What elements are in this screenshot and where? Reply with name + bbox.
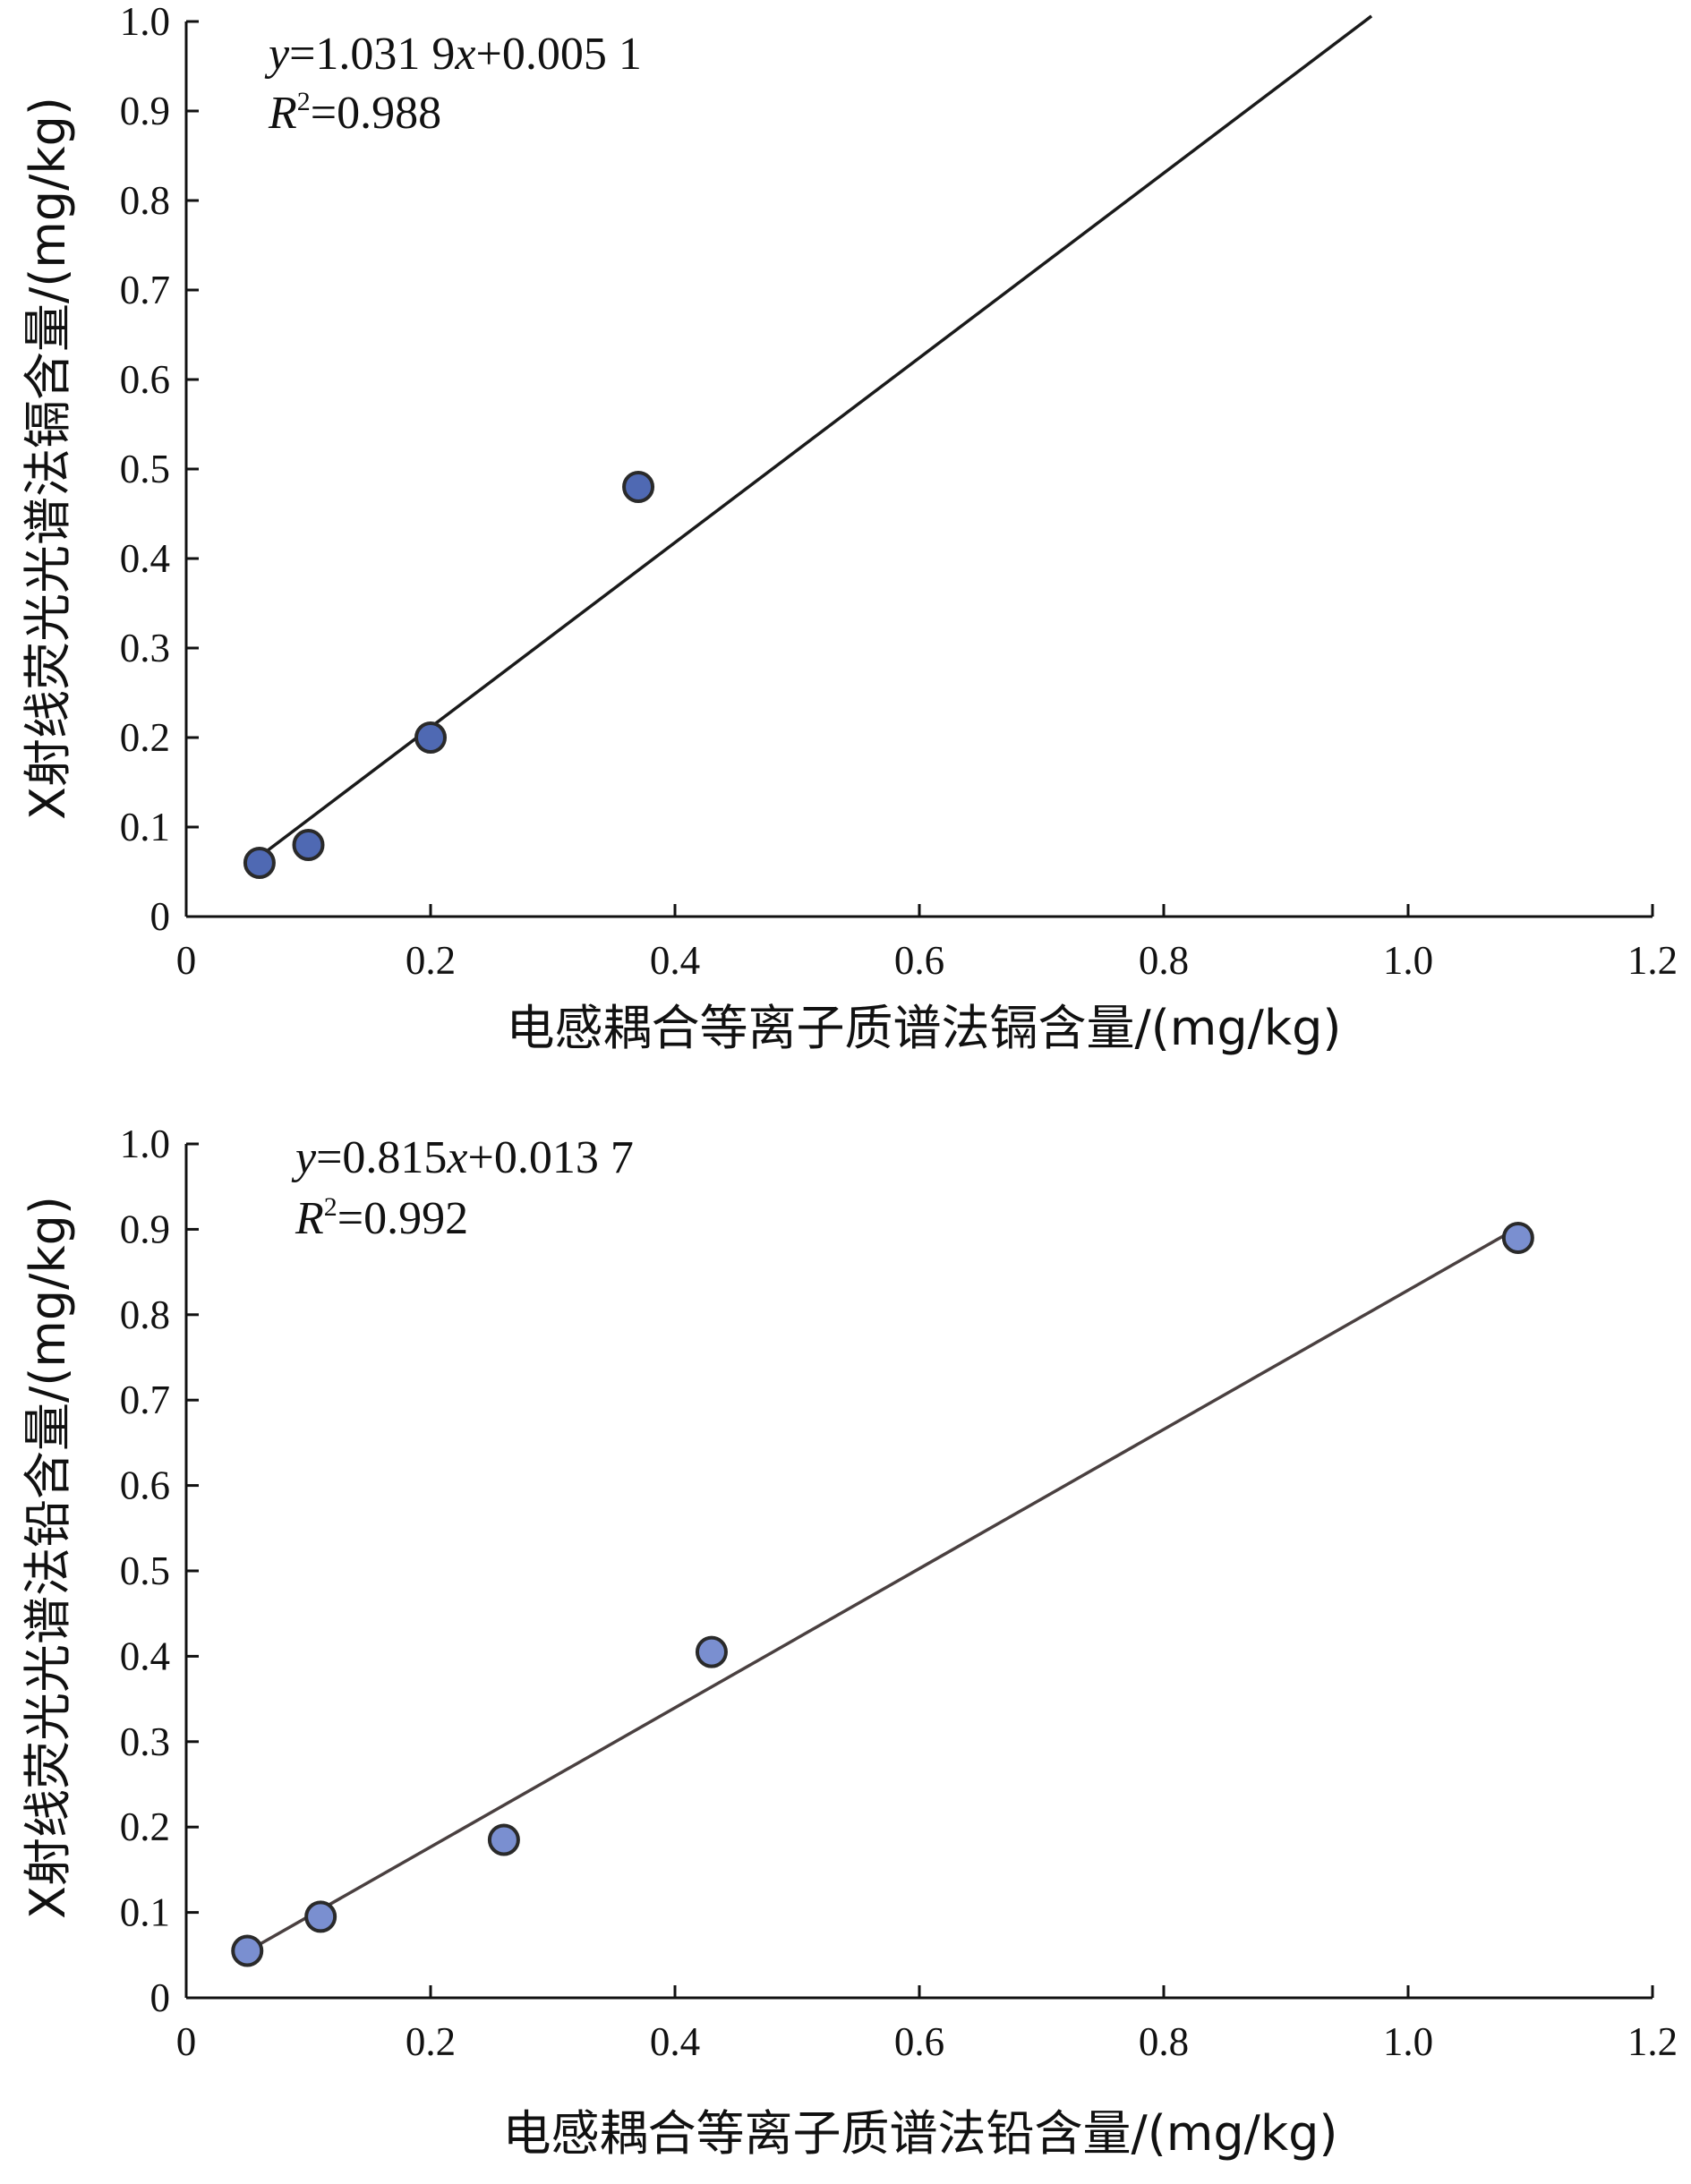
data-point (622, 471, 655, 503)
equation-x: x (446, 1132, 467, 1183)
y-axis-title: X射线荧光光谱法镉含量/(mg/kg) (20, 97, 76, 820)
data-point (487, 1823, 520, 1856)
r-letter: R (295, 1193, 324, 1244)
r-superscript: 2 (324, 1192, 337, 1222)
x-axis-title: 电感耦合等离子质谱法铅含量/(mg/kg) (503, 2105, 1338, 2162)
data-point (1501, 1221, 1534, 1254)
y-tick-label: 0.1 (120, 1890, 170, 1935)
x-tick-label: 0 (176, 938, 197, 983)
equation-slope: =0.815 (316, 1132, 447, 1183)
plot-area: 0 0.2 0.4 0.6 0.8 1.0 1.2 0 0.1 0.2 0.3 0.4 0.5 0.6 0.… (120, 1122, 1678, 2064)
y-tick-label: 0 (150, 1975, 171, 2020)
x-tick-label: 0.8 (1139, 938, 1189, 983)
x-tick-label: 0 (176, 2019, 197, 2064)
y-tick-label: 0.7 (120, 1378, 170, 1422)
x-tick-label: 1.0 (1383, 938, 1433, 983)
y-tick-label: 0.6 (120, 1463, 170, 1508)
y-tick-label: 0.9 (120, 1207, 170, 1251)
x-tick-label: 1.2 (1627, 2019, 1678, 2064)
x-tick-label: 0.4 (650, 2019, 700, 2064)
x-tick-label: 0.6 (894, 938, 944, 983)
x-tick-label: 0.2 (406, 938, 456, 983)
r-superscript: 2 (297, 87, 311, 116)
x-axis-title: 电感耦合等离子质谱法镉含量/(mg/kg) (507, 1000, 1342, 1056)
y-tick-label: 0.3 (120, 626, 170, 670)
y-tick-label: 0.4 (120, 536, 170, 581)
data-point (292, 829, 325, 861)
equation-label: y=0.815x+0.013 7 (291, 1132, 634, 1183)
equation-y: y (291, 1132, 317, 1183)
data-point (414, 721, 447, 754)
equation-label: y=1.031 9x+0.005 1 (264, 29, 642, 80)
x-tick-label: 0.2 (406, 2019, 456, 2064)
r-squared-value: =0.992 (337, 1193, 468, 1244)
equation-intercept: +0.013 7 (468, 1132, 634, 1183)
y-tick-label: 0.2 (120, 1804, 170, 1849)
y-tick-label: 1.0 (120, 1122, 170, 1166)
y-tick-label: 1.0 (120, 0, 170, 44)
plot-area: 0 0.2 0.4 0.6 0.8 1.0 1.2 0 0.1 0.2 0.3 0.4 0.5 0.6 0.… (120, 0, 1678, 983)
x-tick-label: 0.4 (650, 938, 700, 983)
y-tick-label: 0.8 (120, 178, 170, 223)
x-tick-label: 1.2 (1627, 938, 1678, 983)
data-point (304, 1900, 337, 1933)
x-tick-label: 1.0 (1383, 2019, 1433, 2064)
y-tick-label: 0.8 (120, 1292, 170, 1337)
equation-x: x (454, 29, 475, 80)
r-squared-value: =0.988 (311, 88, 441, 139)
r-squared-label: R2=0.988 (268, 87, 441, 139)
lead-chart: 0 0.2 0.4 0.6 0.8 1.0 1.2 0 0.1 0.2 0.3 0.4 0.5 0.6 0.… (20, 1122, 1678, 2162)
y-tick-label: 0 (150, 894, 171, 939)
y-tick-label: 0.1 (120, 805, 170, 849)
y-tick-label: 0.3 (120, 1719, 170, 1764)
data-point (243, 847, 276, 879)
fit-line (258, 14, 1373, 858)
r-squared-label: R2=0.992 (295, 1192, 468, 1244)
equation-slope: =1.031 9 (289, 29, 455, 80)
cadmium-chart: 0 0.2 0.4 0.6 0.8 1.0 1.2 0 0.1 0.2 0.3 0.4 0.5 0.6 0.… (20, 0, 1678, 1056)
equation-y: y (264, 29, 290, 80)
y-tick-label: 0.9 (120, 89, 170, 133)
y-tick-label: 0.5 (120, 1548, 170, 1593)
fit-line (259, 1225, 1519, 1946)
x-tick-label: 0.8 (1139, 2019, 1189, 2064)
r-letter: R (268, 88, 297, 139)
y-axis-title: X射线荧光光谱法铅含量/(mg/kg) (20, 1196, 76, 1919)
y-tick-label: 0.7 (120, 268, 170, 312)
y-tick-label: 0.5 (120, 447, 170, 491)
equation-intercept: +0.005 1 (476, 29, 642, 80)
x-tick-label: 0.6 (894, 2019, 944, 2064)
y-tick-label: 0.2 (120, 715, 170, 760)
data-point (695, 1635, 728, 1668)
data-point (231, 1934, 264, 1967)
y-tick-label: 0.4 (120, 1634, 170, 1678)
y-tick-label: 0.6 (120, 357, 170, 402)
